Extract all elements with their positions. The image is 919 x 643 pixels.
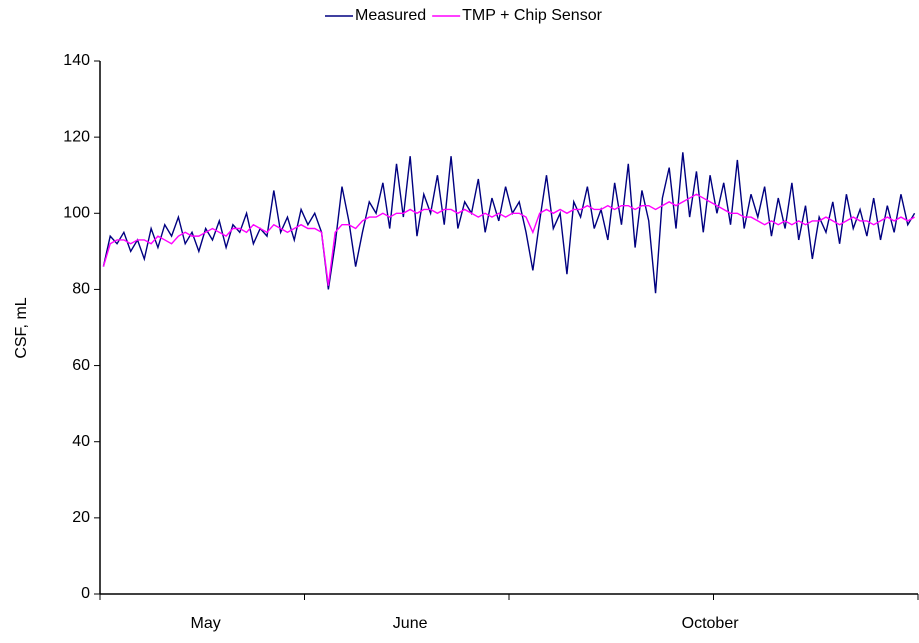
y-tick-label: 80 [72, 281, 90, 298]
y-axis-label: CSF, mL [13, 297, 30, 358]
x-tick-label: May [191, 615, 221, 632]
y-tick-label: 120 [63, 128, 90, 145]
y-tick-label: 140 [63, 52, 90, 69]
legend-label: TMP + Chip Sensor [462, 7, 602, 24]
y-tick-label: 40 [72, 433, 90, 450]
series-line [102, 193, 915, 286]
series-line [102, 152, 916, 294]
x-tick-label: June [393, 615, 428, 632]
y-tick-label: 100 [63, 205, 90, 222]
y-tick-label: 60 [72, 357, 90, 374]
legend-label: Measured [355, 7, 426, 24]
y-tick-label: 20 [72, 509, 90, 526]
y-tick-label: 0 [81, 585, 90, 602]
x-tick-label: October [682, 615, 740, 632]
